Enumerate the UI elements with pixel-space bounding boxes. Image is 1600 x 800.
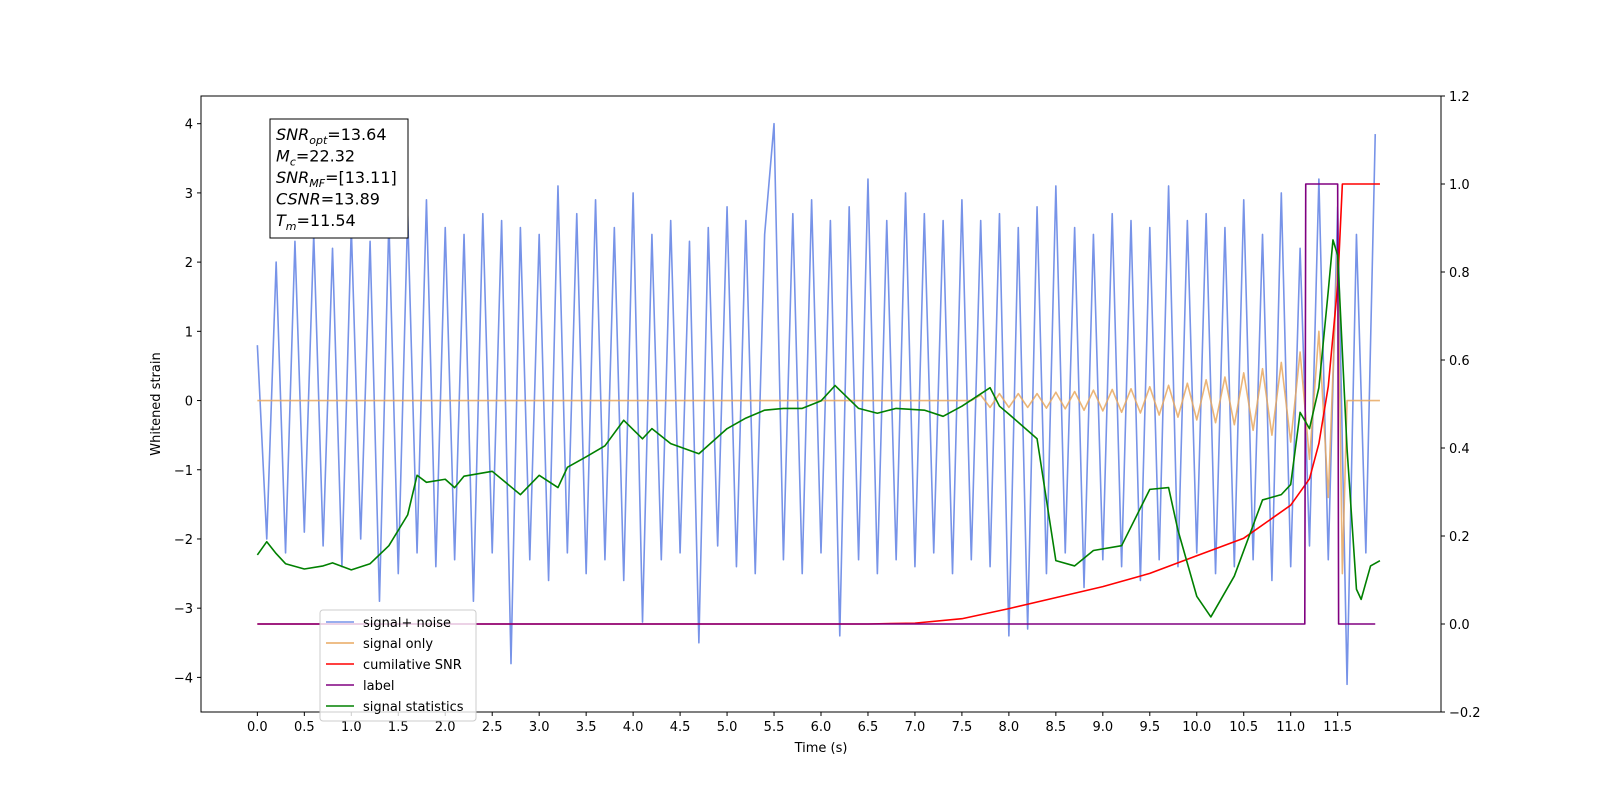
y-tick-label: −4 (174, 671, 193, 686)
x-tick-label: 0.5 (294, 720, 315, 735)
x-tick-label: 7.5 (952, 720, 973, 735)
legend-label: cumilative SNR (363, 658, 462, 673)
stats-symbol: SNR (276, 168, 309, 187)
legend-label: signal only (363, 637, 433, 652)
y-tick-label: 4 (185, 118, 193, 133)
stats-line: Mc=22.32 (276, 147, 355, 169)
legend-label: label (363, 679, 394, 694)
x-tick-label: 2.5 (482, 720, 503, 735)
x-tick-label: 6.5 (858, 720, 879, 735)
x-tick-label: 0.0 (247, 720, 268, 735)
series-line (257, 183, 1376, 625)
x-tick-label: 3.0 (529, 720, 550, 735)
stats-symbol: SNR (276, 125, 309, 144)
plot-area (256, 122, 1381, 686)
y2-tick-label: 0.2 (1449, 530, 1470, 545)
series-line (256, 239, 1381, 618)
y-tick-label: −3 (174, 602, 193, 617)
stats-line: SNRopt=13.64 (276, 125, 387, 147)
stats-value: =13.89 (321, 190, 380, 209)
x-tick-label: 4.5 (670, 720, 691, 735)
stats-symbol: T (276, 211, 287, 230)
y2-tick-label: 0.4 (1449, 442, 1470, 457)
y2-tick-label: −0.2 (1449, 706, 1481, 721)
stats-value: =[13.11] (325, 168, 397, 187)
stats-value: =11.54 (297, 211, 356, 230)
x-tick-label: 1.5 (388, 720, 409, 735)
y2-tick-label: 0.0 (1449, 618, 1470, 633)
x-tick-label: 5.0 (717, 720, 738, 735)
x-tick-label: 8.5 (1046, 720, 1067, 735)
stats-line: SNRMF=[13.11] (276, 168, 397, 190)
y-tick-label: −2 (174, 533, 193, 548)
y2-tick-label: 1.2 (1449, 90, 1470, 105)
x-tick-label: 9.0 (1092, 720, 1113, 735)
y-tick-label: 1 (185, 325, 193, 340)
x-tick-label: 8.0 (999, 720, 1020, 735)
stats-value: =13.64 (327, 125, 386, 144)
x-tick-label: 9.5 (1139, 720, 1160, 735)
stats-symbol: M (276, 147, 290, 166)
y-tick-label: 2 (185, 256, 193, 271)
y-tick-label: 3 (185, 187, 193, 202)
stats-line: Tm=11.54 (276, 211, 356, 233)
y2-tick-label: 1.0 (1449, 178, 1470, 193)
stats-line: CSNR=13.89 (276, 190, 380, 209)
legend: signal+ noise signal only cumilative SNR la… (319, 609, 477, 722)
series-line (256, 122, 1377, 686)
legend-box (319, 609, 477, 722)
y2-tick-label: 0.8 (1449, 266, 1470, 281)
stats-subscript: opt (309, 134, 328, 147)
x-tick-label: 11.5 (1323, 720, 1352, 735)
y2-tick-label: 0.6 (1449, 354, 1470, 369)
x-tick-label: 1.0 (341, 720, 362, 735)
series-line (257, 247, 1380, 575)
x-axis-label: Time (s) (794, 741, 848, 756)
x-tick-label: 5.5 (764, 720, 785, 735)
x-tick-label: 6.0 (811, 720, 832, 735)
legend-label: signal statistics (363, 700, 464, 715)
stats-value: =22.32 (296, 147, 355, 166)
stats-box (269, 118, 409, 239)
x-tick-label: 11.0 (1276, 720, 1305, 735)
x-tick-label: 7.0 (905, 720, 926, 735)
x-tick-label: 4.0 (623, 720, 644, 735)
series-line (257, 183, 1380, 625)
y-axis-label: Whitened strain (149, 352, 164, 455)
y-tick-label: 0 (185, 395, 193, 410)
x-tick-label: 3.5 (576, 720, 597, 735)
stats-subscript: c (290, 156, 296, 169)
legend-label: signal+ noise (363, 616, 451, 631)
stats-subscript: m (286, 220, 297, 233)
x-tick-label: 10.0 (1182, 720, 1211, 735)
x-tick-label: 10.5 (1229, 720, 1258, 735)
x-tick-label: 2.0 (435, 720, 456, 735)
stats-subscript: MF (309, 177, 325, 190)
stats-symbol: CSNR (276, 190, 321, 209)
y-tick-label: −1 (174, 464, 193, 479)
